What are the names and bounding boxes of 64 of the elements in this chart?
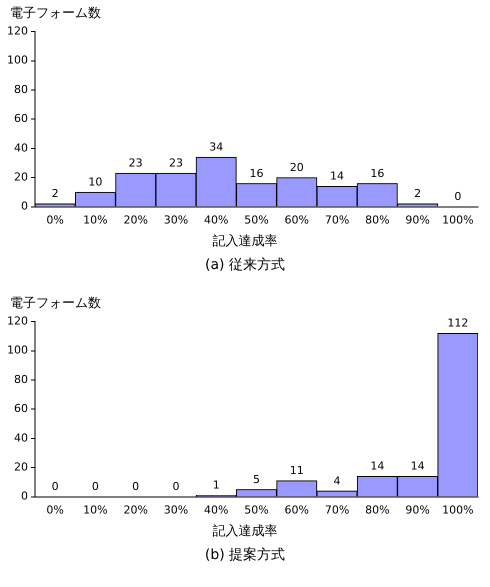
x-tick-label: 70%	[324, 213, 350, 226]
data-label: 14	[330, 170, 344, 183]
x-tick-label: 60%	[284, 213, 309, 226]
y-tick-label: 0	[20, 200, 28, 213]
x-tick-label: 30%	[164, 503, 188, 516]
y-tick-label: 120	[6, 314, 28, 328]
y-tick-label: 100	[6, 344, 28, 357]
x-tick-label: 20%	[123, 213, 148, 226]
y-tick-label: 40	[14, 141, 28, 154]
x-tick-label: 60%	[284, 503, 309, 516]
data-label: 0	[92, 480, 99, 494]
x-tick-label: 0%	[46, 213, 64, 226]
x-tick-label: 20%	[123, 503, 148, 516]
x-tick-label: 10%	[83, 503, 108, 516]
x-tick-label: 100%	[442, 213, 474, 226]
x-tick-label: 90%	[405, 213, 430, 226]
data-label: 4	[334, 474, 341, 488]
data-label: 5	[253, 472, 260, 486]
data-label: 112	[447, 316, 468, 330]
data-label: 23	[168, 156, 183, 170]
y-tick-label: 20	[14, 170, 28, 184]
x-tick-label: 80%	[365, 503, 390, 516]
text: (b) 提案方式	[204, 546, 286, 564]
data-label: 23	[128, 156, 143, 170]
x-tick-label: 80%	[365, 213, 390, 226]
x-tick-label: 90%	[405, 503, 430, 516]
data-label: 14	[410, 460, 425, 473]
y-tick-label: 60	[14, 112, 28, 126]
data-label: 0	[454, 190, 462, 204]
x-tick-label: 0%	[46, 503, 64, 516]
data-label: 34	[209, 140, 224, 154]
y-tick-label: 120	[6, 24, 28, 38]
y-tick-label: 60	[14, 402, 28, 416]
data-label: 16	[250, 166, 264, 180]
y-axis-title: 電子フォーム数	[10, 5, 101, 22]
y-tick-label: 40	[14, 431, 28, 444]
x-tick-label: 70%	[324, 503, 350, 516]
x-tick-label: 40%	[204, 503, 228, 516]
text: (a) 従来方式	[204, 256, 286, 274]
y-tick-label: 100	[6, 54, 28, 67]
x-tick-label: 10%	[83, 213, 108, 226]
data-label: 20	[290, 160, 304, 174]
data-label: 10	[88, 176, 102, 189]
data-label: 16	[370, 166, 384, 180]
data-label: 0	[52, 480, 59, 494]
x-tick-label: 50%	[244, 503, 269, 516]
data-label: 1	[212, 478, 220, 492]
y-tick-label: 0	[20, 490, 28, 503]
data-label: 2	[52, 187, 59, 200]
data-label: 2	[414, 187, 422, 200]
x-tick-label: 50%	[244, 213, 269, 226]
x-axis-title: 記入達成率	[212, 523, 278, 540]
x-tick-label: 100%	[442, 503, 474, 516]
data-label: 14	[370, 460, 384, 473]
data-label: 0	[172, 480, 180, 494]
data-label: 0	[132, 480, 140, 494]
x-axis-title: 記入達成率	[212, 233, 278, 250]
y-tick-label: 80	[14, 372, 28, 386]
x-tick-label: 40%	[204, 213, 228, 226]
y-tick-label: 80	[14, 82, 28, 96]
x-tick-label: 30%	[164, 213, 188, 226]
y-axis-title: 電子フォーム数	[10, 295, 101, 312]
data-label: 11	[290, 464, 304, 478]
y-tick-label: 20	[14, 460, 28, 474]
